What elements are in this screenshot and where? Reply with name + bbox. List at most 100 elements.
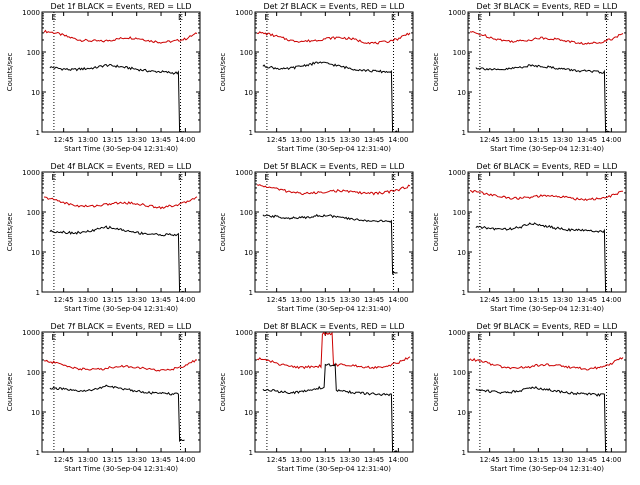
y-tick-label: 1 xyxy=(36,449,40,457)
x-tick-label: 14:00 xyxy=(175,456,195,464)
plot-frame xyxy=(41,171,201,293)
x-tick-label: 13:30 xyxy=(340,296,360,304)
x-tick-label: 12:45 xyxy=(480,456,500,464)
x-axis-label: Start Time (30-Sep-04 12:31:40) xyxy=(64,145,178,153)
x-axis-label: Start Time (30-Sep-04 12:31:40) xyxy=(490,305,604,313)
eclipse-marker: E xyxy=(477,13,482,22)
x-tick-label: 13:00 xyxy=(291,136,311,144)
x-tick-label: 13:15 xyxy=(102,296,122,304)
lld-trace xyxy=(43,196,198,210)
x-tick-label: 14:00 xyxy=(601,296,621,304)
y-axis-label: Counts/sec xyxy=(432,373,440,412)
plot-panel-5: Det 5f BLACK = Events, RED = LLD 1 10 100 10… xyxy=(219,162,414,313)
eclipse-marker: E xyxy=(264,173,269,182)
x-axis-label: Start Time (30-Sep-04 12:31:40) xyxy=(277,145,391,153)
x-tick-label: 12:45 xyxy=(54,136,74,144)
y-tick-label: 1000 xyxy=(235,329,253,337)
eclipse-marker: E xyxy=(477,333,482,342)
plot-panel-8: Det 8f BLACK = Events, RED = LLD 1 10 100 10… xyxy=(219,322,414,473)
y-axis-label: Counts/sec xyxy=(432,53,440,92)
plot-frame xyxy=(467,331,627,453)
x-tick-label: 12:45 xyxy=(267,296,287,304)
y-tick-label: 1 xyxy=(249,129,253,137)
eclipse-marker: E xyxy=(391,13,396,22)
x-tick-label: 13:00 xyxy=(504,136,524,144)
x-tick-label: 13:45 xyxy=(151,296,171,304)
eclipse-marker: E xyxy=(391,333,396,342)
eclipse-marker: E xyxy=(51,173,56,182)
x-tick-label: 13:15 xyxy=(528,296,548,304)
plot-frame xyxy=(467,11,627,133)
x-tick-label: 13:15 xyxy=(102,136,122,144)
plot-panel-9: Det 9f BLACK = Events, RED = LLD 1 10 100 10… xyxy=(432,322,627,473)
events-trace xyxy=(475,222,611,293)
plot-panel-2: Det 2f BLACK = Events, RED = LLD 1 10 100 10… xyxy=(219,2,414,153)
x-tick-label: 13:45 xyxy=(364,296,384,304)
x-tick-label: 13:00 xyxy=(78,136,98,144)
lld-trace xyxy=(256,331,411,370)
eclipse-marker: E xyxy=(604,13,609,22)
eclipse-marker: E xyxy=(604,333,609,342)
x-tick-label: 13:00 xyxy=(504,296,524,304)
plot-title: Det 7f BLACK = Events, RED = LLD xyxy=(50,322,191,331)
y-tick-label: 1000 xyxy=(448,9,466,17)
eclipse-marker: E xyxy=(264,333,269,342)
lld-trace xyxy=(43,29,198,44)
x-tick-label: 12:45 xyxy=(54,296,74,304)
y-axis-label: Counts/sec xyxy=(219,373,227,412)
x-tick-label: 13:00 xyxy=(504,456,524,464)
y-axis-label: Counts/sec xyxy=(219,213,227,252)
plot-title: Det 6f BLACK = Events, RED = LLD xyxy=(476,162,617,171)
eclipse-marker: E xyxy=(178,333,183,342)
plot-frame xyxy=(254,11,414,133)
y-axis-label: Counts/sec xyxy=(6,213,14,252)
plot-frame xyxy=(254,171,414,293)
y-tick-label: 1 xyxy=(462,289,466,297)
x-axis-label: Start Time (30-Sep-04 12:31:40) xyxy=(490,145,604,153)
events-trace xyxy=(475,386,611,453)
y-tick-label: 100 xyxy=(240,369,253,377)
y-tick-label: 10 xyxy=(244,249,253,257)
x-tick-label: 13:30 xyxy=(553,136,573,144)
x-tick-label: 12:45 xyxy=(480,296,500,304)
x-tick-label: 12:45 xyxy=(267,456,287,464)
y-tick-label: 1 xyxy=(36,289,40,297)
y-tick-label: 100 xyxy=(27,209,40,217)
y-tick-label: 100 xyxy=(453,369,466,377)
x-tick-label: 13:30 xyxy=(553,456,573,464)
y-tick-label: 10 xyxy=(31,249,40,257)
y-tick-label: 1000 xyxy=(448,169,466,177)
lld-trace xyxy=(469,357,624,371)
eclipse-marker: E xyxy=(51,13,56,22)
y-tick-label: 10 xyxy=(31,409,40,417)
x-tick-label: 14:00 xyxy=(175,136,195,144)
x-tick-label: 13:15 xyxy=(102,456,122,464)
plot-panel-4: Det 4f BLACK = Events, RED = LLD 1 10 100 10… xyxy=(6,162,201,313)
x-tick-label: 13:00 xyxy=(291,456,311,464)
plot-frame xyxy=(254,331,414,453)
eclipse-marker: E xyxy=(477,173,482,182)
events-trace xyxy=(262,61,398,133)
lld-trace xyxy=(256,31,411,45)
x-tick-label: 14:00 xyxy=(601,136,621,144)
y-tick-label: 1 xyxy=(36,129,40,137)
plot-panel-3: Det 3f BLACK = Events, RED = LLD 1 10 100 10… xyxy=(432,2,627,153)
y-tick-label: 1000 xyxy=(22,169,40,177)
plot-frame xyxy=(467,171,627,293)
y-tick-label: 10 xyxy=(31,89,40,97)
x-tick-label: 14:00 xyxy=(388,296,408,304)
y-tick-label: 1 xyxy=(462,449,466,457)
x-tick-label: 13:45 xyxy=(577,136,597,144)
x-tick-label: 13:45 xyxy=(151,136,171,144)
plot-title: Det 9f BLACK = Events, RED = LLD xyxy=(476,322,617,331)
plot-title: Det 3f BLACK = Events, RED = LLD xyxy=(476,2,617,11)
x-tick-label: 14:00 xyxy=(175,296,195,304)
y-axis-label: Counts/sec xyxy=(432,213,440,252)
y-axis-label: Counts/sec xyxy=(6,53,14,92)
x-tick-label: 13:15 xyxy=(528,456,548,464)
lld-trace xyxy=(256,184,411,196)
y-tick-label: 100 xyxy=(453,49,466,57)
lld-trace xyxy=(43,359,198,372)
x-tick-label: 13:30 xyxy=(127,136,147,144)
